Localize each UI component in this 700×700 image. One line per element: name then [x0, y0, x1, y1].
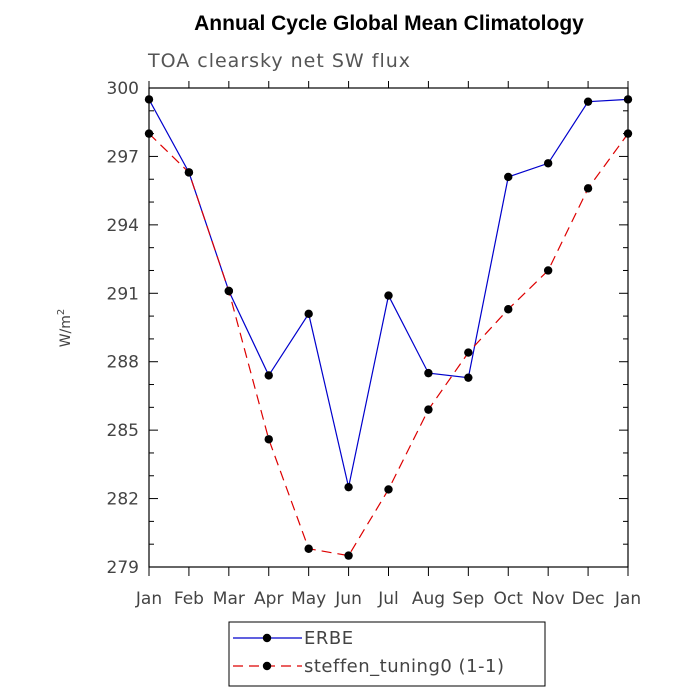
data-point	[304, 309, 313, 319]
data-point	[384, 291, 393, 300]
data-point	[264, 371, 273, 380]
legend-marker	[262, 633, 272, 643]
data-point	[464, 348, 473, 357]
data-point	[583, 184, 593, 193]
y-tick-label: 288	[107, 353, 139, 373]
y-tick-label: 300	[107, 79, 139, 99]
x-tick-label: Feb	[174, 589, 204, 609]
data-point	[504, 172, 513, 182]
axes: 279 282 285 288 291 294 297 300 Jan Feb Mar Apr May J…	[107, 79, 642, 609]
data-point	[424, 405, 433, 414]
x-tick-label: Mar	[213, 589, 245, 609]
y-tick-label: 282	[107, 490, 139, 510]
series-2	[144, 129, 633, 560]
data-point	[224, 286, 234, 296]
series-1	[144, 95, 633, 492]
y-axis-label-text: W/m	[58, 315, 74, 347]
x-tick-label: Dec	[572, 589, 605, 609]
data-point	[623, 95, 633, 104]
x-tick-label: Jan	[614, 589, 641, 609]
data-point	[304, 544, 313, 553]
y-tick-label: 291	[107, 284, 139, 304]
x-tick-label: Jan	[135, 589, 162, 609]
data-point	[344, 551, 353, 560]
data-point	[583, 97, 593, 106]
series-layer	[144, 95, 633, 560]
y-tick-label: 285	[107, 421, 139, 441]
y-axis-label-superscript: 2	[56, 309, 67, 315]
data-point	[184, 168, 194, 177]
y-tick-label: 294	[107, 216, 139, 236]
y-tick-label: 297	[107, 147, 139, 167]
x-tick-label: Oct	[494, 589, 524, 609]
y-tick-label: 279	[107, 558, 139, 578]
data-point	[464, 373, 473, 382]
data-point	[504, 305, 513, 314]
x-tick-label: Jun	[334, 589, 362, 609]
x-tick-label: Nov	[532, 589, 565, 609]
data-point	[424, 368, 433, 378]
legend-marker	[262, 661, 272, 671]
chart-subtitle: TOA clearsky net SW flux	[147, 50, 411, 72]
x-tick-label: Apr	[254, 589, 283, 609]
data-point	[623, 129, 633, 138]
legend-box	[228, 621, 546, 687]
data-point	[543, 266, 553, 275]
data-point	[344, 482, 353, 492]
legend-label: ERBE	[304, 628, 354, 649]
chart-title: Annual Cycle Global Mean Climatology	[194, 12, 584, 35]
data-point	[144, 129, 154, 138]
data-point	[144, 95, 154, 104]
x-tick-label: Sep	[452, 589, 484, 609]
x-tick-label: Aug	[412, 589, 445, 609]
plot-frame	[148, 87, 629, 568]
data-point	[264, 435, 273, 444]
data-point	[384, 485, 393, 494]
legend-label: steffen_tuning0 (1-1)	[304, 656, 505, 677]
y-axis-label: W/m2	[56, 309, 74, 348]
x-tick-label: Jul	[377, 589, 399, 609]
x-tick-label: May	[291, 589, 326, 609]
legend: ERBE steffen_tuning0 (1-1)	[228, 621, 546, 687]
data-point	[543, 159, 553, 168]
